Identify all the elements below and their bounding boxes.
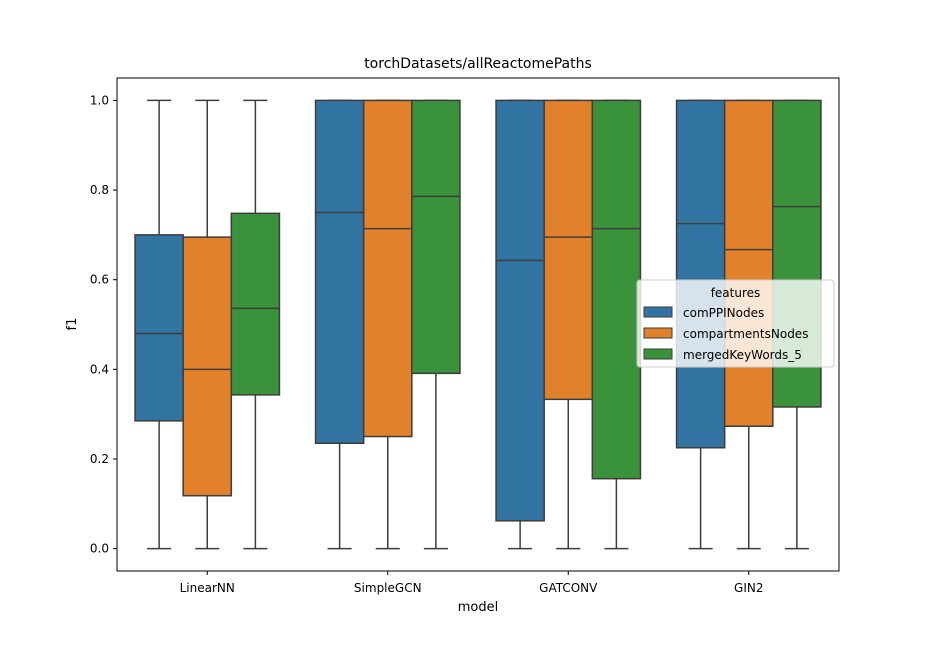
plot-marks: [134, 99, 822, 550]
legend-swatch: [643, 306, 673, 318]
x-tick-label: LinearNN: [180, 581, 235, 595]
box-comPPINodes: [314, 99, 365, 445]
plot-area-frame: [116, 77, 840, 572]
legend-title: features: [711, 286, 761, 300]
box-comPPINodes: [134, 234, 184, 422]
x-tick-label: SimpleGCN: [354, 581, 422, 595]
box-mergedKeyWords_5: [230, 212, 281, 396]
legend-label: comPPINodes: [683, 306, 764, 320]
legend-label: mergedKeyWords_5: [683, 348, 802, 362]
box-compartmentsNodes: [723, 99, 774, 427]
legend-box: [636, 279, 835, 368]
x-axis-label: model: [458, 600, 498, 615]
box-comPPINodes: [675, 99, 726, 449]
box-mergedKeyWords_5: [411, 99, 461, 375]
box-mergedKeyWords_5: [591, 99, 642, 480]
y-tick-label: 1.0: [90, 93, 109, 107]
legend-swatch: [643, 327, 673, 339]
box-compartmentsNodes: [543, 99, 594, 401]
y-tick-label: 0.2: [90, 452, 109, 466]
y-axis-label: f1: [65, 318, 80, 331]
y-tick-label: 0.8: [90, 183, 109, 197]
y-tick-label: 0.4: [90, 362, 109, 376]
x-tick-label: GATCONV: [539, 581, 598, 595]
box-compartmentsNodes: [362, 99, 413, 438]
y-tick-label: 0.6: [90, 273, 109, 287]
legend-label: compartmentsNodes: [683, 327, 808, 341]
legend-swatch: [643, 348, 673, 360]
x-tick-label: GIN2: [734, 581, 763, 595]
chart-title: torchDatasets/allReactomePaths: [364, 56, 592, 72]
y-tick-label: 0.0: [90, 542, 109, 556]
legend: features comPPINodes compartmentsNodes merg…: [636, 279, 835, 368]
box-compartmentsNodes: [182, 236, 233, 497]
box-comPPINodes: [495, 99, 545, 522]
